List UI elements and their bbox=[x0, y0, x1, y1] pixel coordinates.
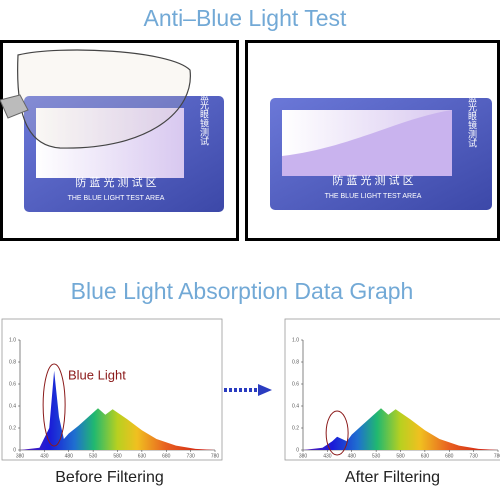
y-tick-label: 0.6 bbox=[292, 381, 299, 387]
card-window bbox=[36, 108, 184, 178]
y-tick-label: 1.0 bbox=[9, 337, 16, 343]
y-tick-label: 0.4 bbox=[9, 403, 16, 409]
x-tick-label: 780 bbox=[211, 453, 220, 459]
card-bottom-text: 防 蓝 光 测 试 区 bbox=[75, 175, 156, 189]
card-bottom-text: 防 蓝 光 测 试 区 bbox=[332, 173, 413, 187]
x-tick-label: 680 bbox=[162, 453, 171, 459]
x-tick-label: 580 bbox=[396, 453, 405, 459]
card-english: THE BLUE LIGHT TEST AREA bbox=[68, 195, 165, 202]
x-tick-label: 630 bbox=[421, 453, 430, 459]
photo-frame bbox=[0, 40, 239, 241]
spectrum-area bbox=[303, 408, 498, 450]
y-tick-label: 0 bbox=[13, 447, 16, 453]
y-tick-label: 0 bbox=[296, 447, 299, 453]
caption: After Filtering bbox=[345, 469, 440, 486]
x-tick-label: 480 bbox=[65, 453, 74, 459]
x-tick-label: 780 bbox=[494, 453, 500, 459]
lens-outline bbox=[17, 49, 191, 149]
x-tick-label: 380 bbox=[16, 453, 25, 459]
x-tick-label: 580 bbox=[113, 453, 122, 459]
graph-title: Blue Light Absorption Data Graph bbox=[71, 278, 414, 304]
x-tick-label: 380 bbox=[299, 453, 308, 459]
y-tick-label: 1.0 bbox=[292, 337, 299, 343]
y-tick-label: 0.6 bbox=[9, 381, 16, 387]
card-side-text: 防蓝光眼镜测试 bbox=[467, 83, 477, 147]
lens-tint bbox=[282, 110, 452, 176]
highlight-ellipse bbox=[42, 363, 66, 447]
annotation: Blue Light bbox=[68, 367, 126, 382]
x-tick-label: 680 bbox=[445, 453, 454, 459]
spectrum-area bbox=[20, 370, 215, 450]
x-tick-label: 730 bbox=[186, 453, 195, 459]
x-tick-label: 480 bbox=[348, 453, 357, 459]
page-title: Anti–Blue Light Test bbox=[144, 5, 347, 31]
card-english: THE BLUE LIGHT TEST AREA bbox=[325, 193, 422, 200]
x-tick-label: 430 bbox=[323, 453, 332, 459]
y-tick-label: 0.2 bbox=[9, 425, 16, 431]
x-tick-label: 430 bbox=[40, 453, 49, 459]
highlight-ellipse bbox=[325, 410, 349, 456]
x-tick-label: 730 bbox=[469, 453, 478, 459]
card-side-text: 防蓝光眼镜测试 bbox=[199, 81, 209, 145]
photo-frame bbox=[245, 40, 500, 241]
y-tick-label: 0.2 bbox=[292, 425, 299, 431]
y-tick-label: 0.4 bbox=[292, 403, 299, 409]
x-tick-label: 630 bbox=[138, 453, 147, 459]
arrow bbox=[224, 384, 272, 396]
x-tick-label: 530 bbox=[89, 453, 98, 459]
x-tick-label: 530 bbox=[372, 453, 381, 459]
glasses-hinge bbox=[0, 94, 29, 119]
y-tick-label: 0.8 bbox=[9, 359, 16, 365]
caption: Before Filtering bbox=[55, 469, 164, 486]
y-tick-label: 0.8 bbox=[292, 359, 299, 365]
